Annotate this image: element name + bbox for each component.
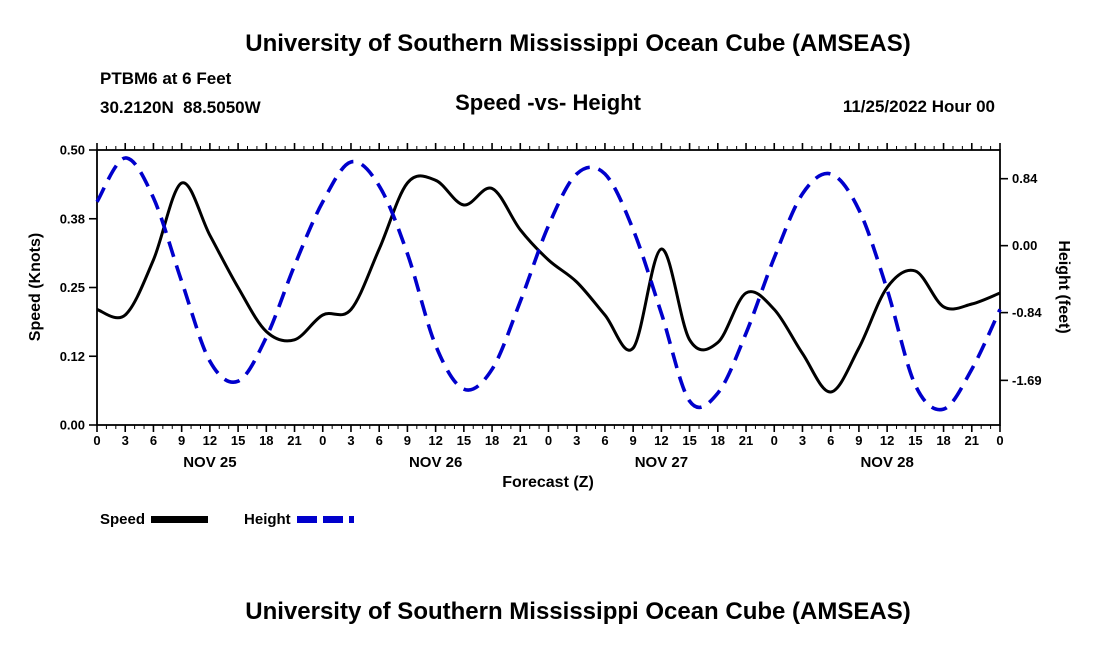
x-tick-label: 0 [93, 433, 100, 448]
left-tick-label: 0.38 [60, 211, 85, 226]
left-tick-label: 0.50 [60, 143, 85, 158]
day-label: NOV 25 [183, 454, 236, 471]
page-title-top: University of Southern Mississippi Ocean… [245, 30, 911, 57]
legend: Speed Height [100, 511, 390, 528]
x-tick-label: 15 [457, 433, 471, 448]
x-tick-label: 15 [908, 433, 922, 448]
legend-height-swatch [296, 516, 354, 523]
x-tick-label: 6 [150, 433, 157, 448]
x-tick-label: 12 [880, 433, 894, 448]
x-tick-label: 15 [231, 433, 245, 448]
legend-speed-label: Speed [100, 511, 146, 528]
day-label: NOV 27 [635, 454, 688, 471]
x-axis-label: Forecast (Z) [502, 474, 594, 491]
left-tick-label: 0.00 [60, 418, 85, 433]
day-label: NOV 28 [860, 454, 913, 471]
x-tick-label: 18 [711, 433, 725, 448]
x-tick-label: 6 [827, 433, 834, 448]
x-tick-label: 21 [287, 433, 301, 448]
x-tick-label: 21 [965, 433, 979, 448]
right-tick-label: -0.84 [1012, 305, 1042, 320]
x-tick-label: 18 [485, 433, 499, 448]
x-tick-label: 3 [122, 433, 129, 448]
station-label: PTBM6 at 6 Feet [100, 69, 232, 88]
speed-line [96, 174, 1001, 394]
page-title-bottom: University of Southern Mississippi Ocean… [245, 598, 911, 625]
x-tick-label: 9 [404, 433, 411, 448]
x-tick-label: 21 [513, 433, 527, 448]
x-tick-label: 15 [682, 433, 696, 448]
x-tick-label: 21 [739, 433, 753, 448]
right-tick-label: -1.69 [1012, 373, 1042, 388]
x-tick-label: 3 [347, 433, 354, 448]
x-tick-label: 0 [319, 433, 326, 448]
x-tick-label: 18 [259, 433, 273, 448]
x-tick-label: 6 [376, 433, 383, 448]
x-tick-label: 3 [573, 433, 580, 448]
x-tick-label: 3 [799, 433, 806, 448]
x-tick-label: 9 [855, 433, 862, 448]
x-tick-label: 0 [771, 433, 778, 448]
run-time-label: 11/25/2022 Hour 00 [842, 97, 995, 116]
x-tick-label: 12 [203, 433, 217, 448]
left-tick-label: 0.12 [60, 349, 85, 364]
x-tick-label: 12 [428, 433, 442, 448]
coordinates-label: 30.2120N 88.5050W [100, 98, 261, 117]
chart-title: Speed -vs- Height [455, 90, 641, 115]
right-tick-label: 0.84 [1012, 171, 1038, 186]
x-tick-label: 9 [630, 433, 637, 448]
height-line [95, 156, 1002, 412]
legend-speed-swatch [151, 516, 209, 523]
x-tick-label: 0 [545, 433, 552, 448]
x-tick-label: 18 [936, 433, 950, 448]
left-tick-label: 0.25 [60, 280, 85, 295]
x-tick-label: 12 [654, 433, 668, 448]
day-label: NOV 26 [409, 454, 462, 471]
x-tick-label: 0 [996, 433, 1003, 448]
legend-height-label: Height [244, 511, 291, 528]
x-tick-label: 6 [601, 433, 608, 448]
right-tick-label: 0.00 [1012, 238, 1037, 253]
x-tick-label: 9 [178, 433, 185, 448]
